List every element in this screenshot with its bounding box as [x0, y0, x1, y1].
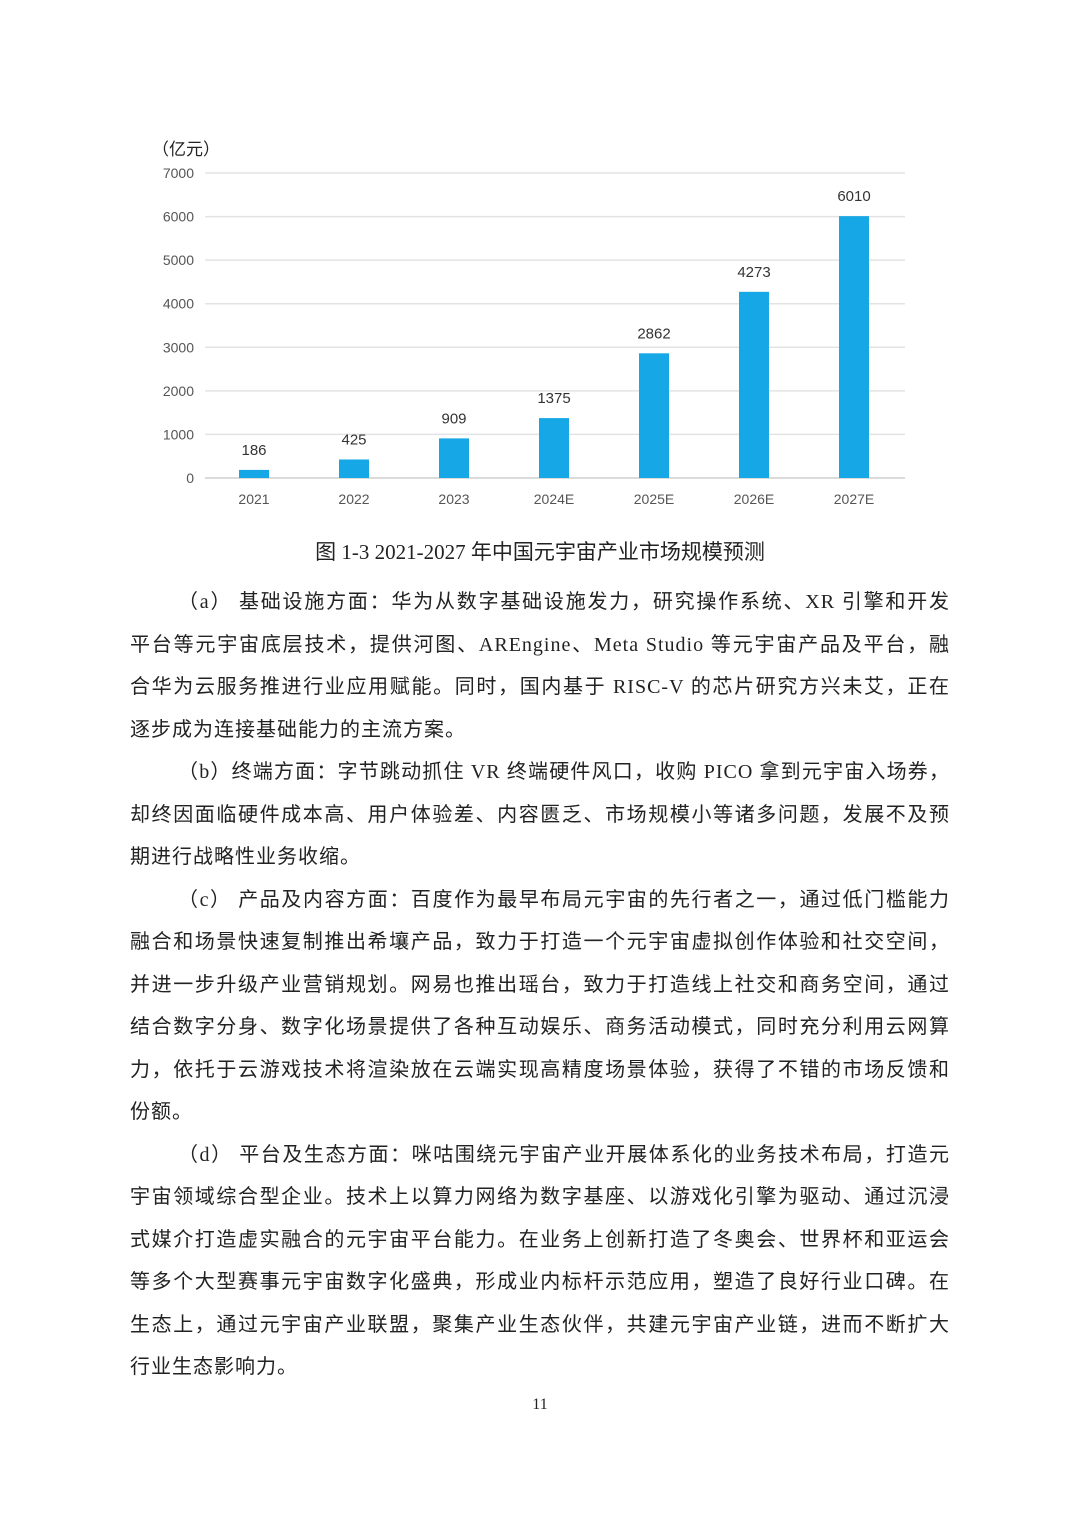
paragraph-line: 逐步成为连接基础能力的主流方案。	[130, 718, 466, 741]
paragraph-line: 结合数字分身、数字化场景提供了各种互动娱乐、商务活动模式，同时充分利用云网算	[130, 1016, 950, 1038]
paragraph-line: 期进行战略性业务收缩。	[130, 846, 361, 868]
data-label: 4273	[737, 264, 770, 281]
paragraph-line: （a） 基础设施方面：华为从数字基础设施发力，研究操作系统、XR 引擎和开发	[178, 591, 950, 613]
bar-2021	[239, 469, 269, 478]
y-tick-label: 3000	[163, 339, 194, 355]
x-tick-label: 2027E	[834, 491, 874, 507]
paragraph-line: 却终因面临硬件成本高、用户体验差、内容匮乏、市场规模小等诸多问题，发展不及预	[130, 803, 950, 826]
paragraph-line: 生态上，通过元宇宙产业联盟，聚集产业生态伙伴，共建元宇宙产业链，进而不断扩大	[130, 1313, 950, 1336]
figure-caption: 图 1-3 2021-2027 年中国元宇宙产业市场规模预测	[315, 540, 765, 564]
bar-2023	[439, 438, 469, 478]
paragraph-line: 式媒介打造虚实融合的元宇宙平台能力。在业务上创新打造了冬奥会、世界杯和亚运会	[130, 1228, 950, 1251]
y-tick-label: 0	[186, 470, 194, 486]
paragraph-line: 力，依托于云游戏技术将渲染放在云端实现高精度场景体验，获得了不错的市场反馈和	[130, 1058, 950, 1081]
x-tick-label: 2025E	[634, 491, 674, 507]
paragraph-line: （b）终端方面：字节跳动抓住 VR 终端硬件风口，收购 PICO 拿到元宇宙入场…	[178, 761, 950, 783]
x-tick-label: 2022	[338, 491, 369, 507]
paragraph-line: 等多个大型赛事元宇宙数字化盛典，形成业内标杆示范应用，塑造了良好行业口碑。在	[130, 1271, 950, 1293]
x-tick-label: 2024E	[534, 491, 574, 507]
data-label: 909	[441, 410, 466, 427]
paragraph: （c） 产品及内容方面：百度作为最早布局元宇宙的先行者之一，通过低门槛能力融合和…	[130, 883, 950, 1138]
body-text: （a） 基础设施方面：华为从数字基础设施发力，研究操作系统、XR 引擎和开发平台…	[130, 585, 950, 1393]
data-label: 425	[341, 431, 366, 448]
data-label: 2862	[637, 325, 670, 342]
paragraph: （d） 平台及生态方面：咪咕围绕元宇宙产业开展体系化的业务技术布局，打造元宇宙领…	[130, 1138, 950, 1393]
x-tick-label: 2023	[438, 491, 469, 507]
paragraph-line: 并进一步升级产业营销规划。网易也推出瑶台，致力于打造线上社交和商务空间，通过	[130, 973, 950, 996]
data-label: 186	[241, 442, 266, 459]
paragraph: （b）终端方面：字节跳动抓住 VR 终端硬件风口，收购 PICO 拿到元宇宙入场…	[130, 755, 950, 883]
paragraph-line: 合华为云服务推进行业应用赋能。同时，国内基于 RISC-V 的芯片研究方兴未艾，…	[130, 676, 950, 698]
market-size-bar-chart: （亿元） 0 1000 2000 3000 4000 5000 6000 7000 186 2021…	[152, 140, 905, 507]
x-tick-label: 2026E	[734, 491, 774, 507]
y-axis-unit-label: （亿元）	[152, 140, 220, 160]
bar-2024E	[539, 418, 569, 478]
paragraph-line: 行业生态影响力。	[130, 1356, 298, 1378]
x-tick-label: 2021	[238, 491, 269, 507]
page-number: 11	[532, 1396, 548, 1413]
bar-2025E	[639, 353, 669, 478]
paragraph-line: 份额。	[130, 1101, 193, 1123]
paragraph-line: 宇宙领域综合型企业。技术上以算力网络为数字基座、以游戏化引擎为驱动、通过沉浸	[130, 1186, 950, 1208]
y-tick-label: 2000	[163, 383, 194, 399]
bar-2022	[339, 459, 369, 478]
bar-2027E	[839, 216, 869, 478]
data-label: 1375	[537, 390, 570, 407]
y-tick-label: 1000	[163, 426, 194, 442]
paragraph-line: 平台等元宇宙底层技术，提供河图、AREngine、Meta Studio 等元宇…	[130, 633, 950, 656]
paragraph-line: （d） 平台及生态方面：咪咕围绕元宇宙产业开展体系化的业务技术布局，打造元	[178, 1143, 950, 1166]
paragraph-line: 融合和场景快速复制推出希壤产品，致力于打造一个元宇宙虚拟创作体验和社交空间，	[130, 931, 950, 953]
bar-2026E	[739, 291, 769, 478]
paragraph: （a） 基础设施方面：华为从数字基础设施发力，研究操作系统、XR 引擎和开发平台…	[130, 585, 950, 755]
y-tick-label: 4000	[163, 296, 194, 312]
y-tick-label: 7000	[163, 165, 194, 181]
y-tick-label: 5000	[163, 252, 194, 268]
data-label: 6010	[837, 188, 870, 205]
paragraph-line: （c） 产品及内容方面：百度作为最早布局元宇宙的先行者之一，通过低门槛能力	[178, 888, 950, 911]
y-tick-label: 6000	[163, 209, 194, 225]
